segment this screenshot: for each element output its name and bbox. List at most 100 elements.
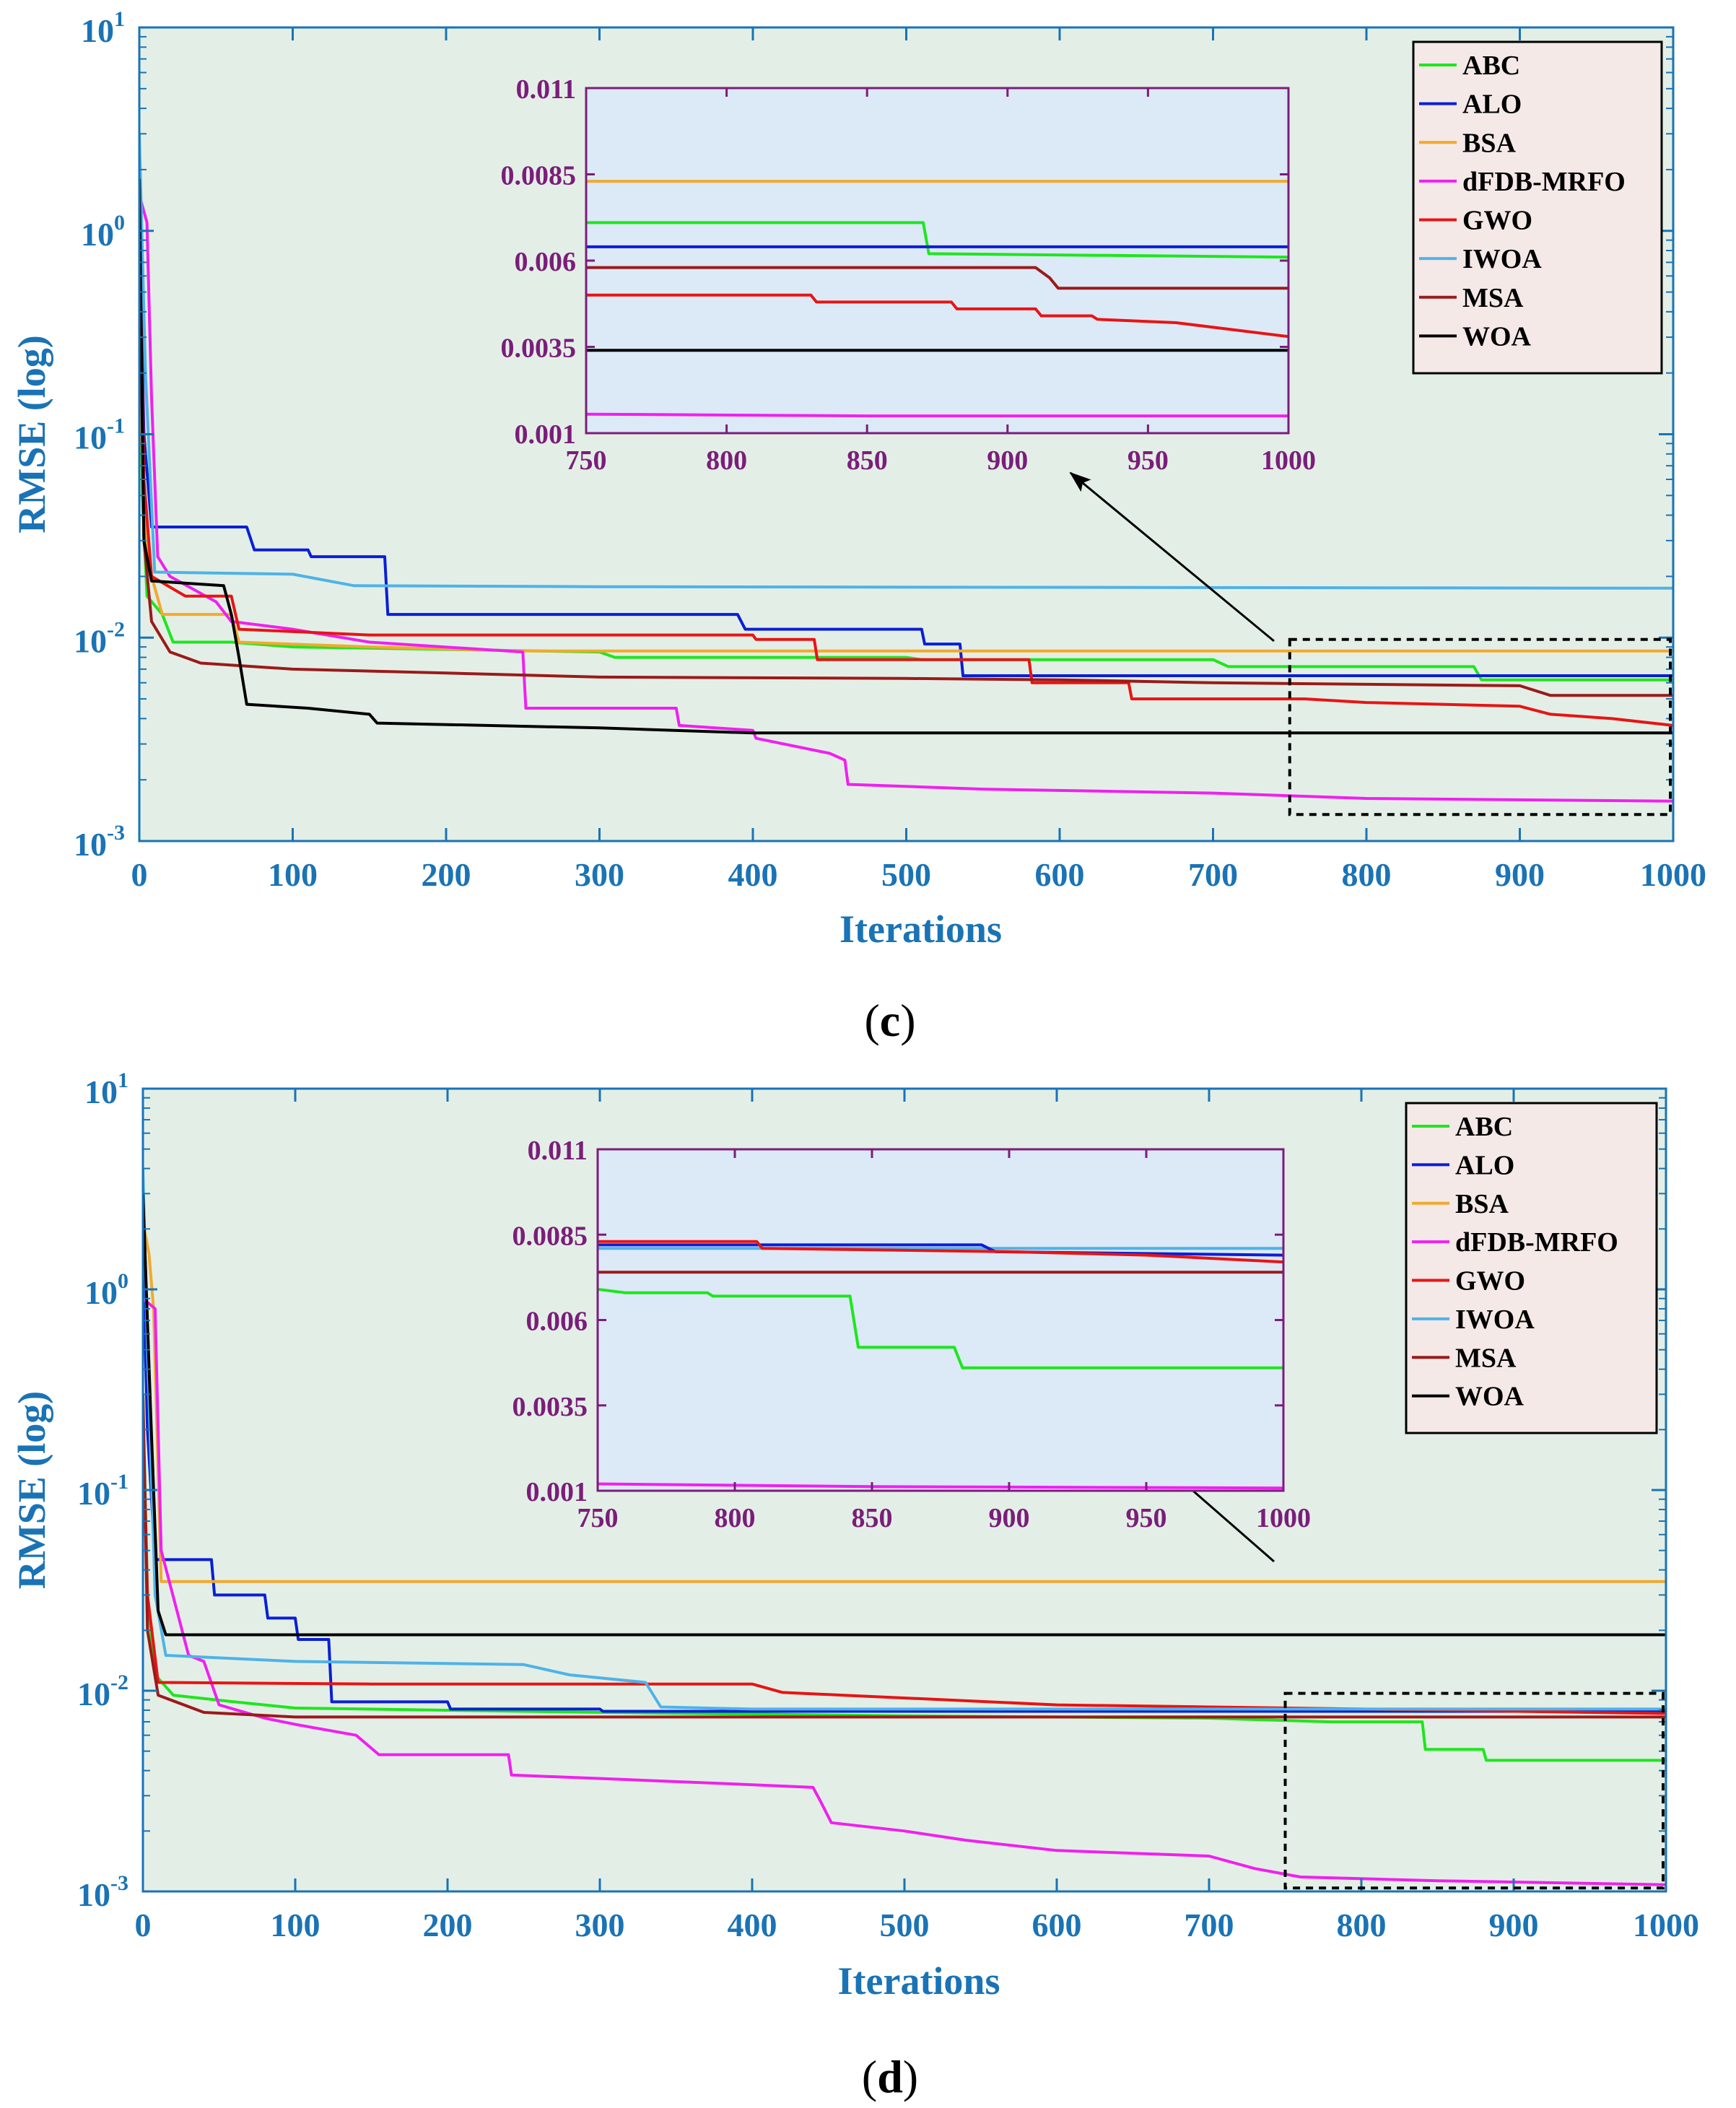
series-group bbox=[139, 134, 1673, 803]
inset-y-tick-label: 0.011 bbox=[528, 1136, 588, 1166]
y-tick-base: 10 bbox=[81, 216, 114, 253]
inset-y-tick-label: 0.006 bbox=[515, 247, 577, 277]
x-tick-label: 600 bbox=[1035, 856, 1085, 893]
inset-series-line-dfdb-mrfo bbox=[586, 412, 1288, 418]
caption-open: ( bbox=[864, 995, 879, 1046]
caption-letter: d bbox=[877, 2051, 903, 2102]
caption-open: ( bbox=[862, 2051, 877, 2102]
caption-close: ) bbox=[900, 995, 915, 1046]
y-tick-label: 10-3 bbox=[77, 1871, 128, 1913]
y-tick-exponent: -3 bbox=[110, 1871, 128, 1895]
y-tick-base: 10 bbox=[74, 622, 107, 659]
inset-chart: 750 800 850 900 950 1000 0.001 0.0035 0.006 0.008… bbox=[501, 74, 1317, 476]
panel-d: 0 100 200 300 400 500 600 700 800 900 100010-310-2… bbox=[10, 1068, 1699, 2102]
legend-label-iwoa: IWOA bbox=[1455, 1305, 1535, 1335]
panel-caption: (c) bbox=[864, 995, 915, 1046]
inset-series-line-abc bbox=[586, 221, 1288, 259]
legend-label-alo: ALO bbox=[1462, 90, 1522, 120]
y-tick-base: 10 bbox=[84, 1073, 118, 1110]
x-tick-label: 500 bbox=[881, 856, 931, 893]
inset-x-tick-label: 900 bbox=[989, 1503, 1030, 1533]
inset-series-line-alo bbox=[598, 1243, 1283, 1257]
legend-label-bsa: BSA bbox=[1455, 1189, 1509, 1219]
inset-y-tick-label: 0.0085 bbox=[512, 1221, 588, 1251]
x-axis-label: Iterations bbox=[838, 1959, 1000, 2003]
inset-y-tick-label: 0.0035 bbox=[501, 334, 577, 364]
legend-box bbox=[1412, 40, 1663, 375]
y-tick-exponent: -1 bbox=[107, 414, 125, 438]
caption-close: ) bbox=[903, 2051, 918, 2102]
caption-letter: c bbox=[880, 995, 900, 1046]
inset-x-tick-label: 950 bbox=[1126, 1503, 1167, 1533]
y-tick-label: 10-1 bbox=[74, 414, 125, 456]
x-tick-label: 800 bbox=[1337, 1907, 1387, 1943]
inset-x-tick-label: 950 bbox=[1127, 445, 1169, 476]
x-tick-label: 1000 bbox=[1633, 1907, 1699, 1943]
legend-label-msa: MSA bbox=[1455, 1343, 1517, 1373]
series-line-alo bbox=[143, 1253, 1666, 1713]
x-tick-label: 600 bbox=[1032, 1907, 1082, 1943]
x-tick-label: 0 bbox=[131, 856, 148, 893]
panel-c: 0 100 200 300 400 500 600 700 800 900 100010-310-2… bbox=[10, 7, 1706, 1046]
y-tick-exponent: 0 bbox=[114, 211, 125, 235]
inset-y-tick-label: 0.001 bbox=[526, 1477, 588, 1507]
x-tick-label: 700 bbox=[1185, 1907, 1234, 1943]
x-tick-label: 0 bbox=[135, 1907, 152, 1943]
y-tick-label: 100 bbox=[81, 211, 125, 253]
inset-x-tick-label: 850 bbox=[852, 1503, 893, 1533]
inset-y-tick-label: 0.0085 bbox=[501, 161, 577, 191]
inset-series-group bbox=[598, 1240, 1283, 1490]
y-tick-base: 10 bbox=[81, 12, 114, 49]
legend-label-dfdb-mrfo: dFDB-MRFO bbox=[1462, 167, 1626, 197]
zoom-region-box bbox=[1283, 1691, 1665, 1890]
series-line-msa bbox=[143, 1394, 1666, 1719]
legend-label-gwo: GWO bbox=[1462, 206, 1532, 236]
x-tick-label: 400 bbox=[728, 856, 778, 893]
x-tick-label: 900 bbox=[1495, 856, 1545, 893]
legend-label-iwoa: IWOA bbox=[1462, 244, 1542, 274]
legend-box bbox=[1405, 1102, 1658, 1434]
inset-y-tick-label: 0.001 bbox=[515, 419, 577, 450]
legend-label-abc: ABC bbox=[1455, 1112, 1513, 1142]
y-tick-base: 10 bbox=[74, 419, 107, 456]
inset-series-group bbox=[586, 180, 1288, 418]
inset-series-line-abc bbox=[598, 1287, 1283, 1369]
y-tick-exponent: -3 bbox=[107, 821, 125, 845]
series-line-dfdb-mrfo bbox=[139, 194, 1673, 803]
x-tick-label: 200 bbox=[422, 856, 471, 893]
series-line-gwo bbox=[139, 207, 1673, 727]
inset-chart: 750 800 850 900 950 1000 0.001 0.0035 0.006 0.008… bbox=[512, 1136, 1312, 1533]
zoom-region-box bbox=[1288, 637, 1672, 816]
legend-label-abc: ABC bbox=[1462, 51, 1520, 81]
inset-x-tick-label: 1000 bbox=[1261, 445, 1316, 476]
y-axis-label: RMSE (log) bbox=[10, 335, 53, 533]
x-tick-label: 100 bbox=[271, 1907, 320, 1943]
series-line-abc bbox=[139, 292, 1673, 681]
inset-x-tick-label: 1000 bbox=[1256, 1503, 1311, 1533]
legend: ABC ALO BSA dFDB-MRFO GWO IWOA MSA WOA bbox=[1405, 1102, 1658, 1434]
y-tick-base: 10 bbox=[74, 826, 107, 863]
y-tick-label: 10-3 bbox=[74, 821, 125, 863]
y-tick-exponent: -2 bbox=[107, 617, 125, 641]
legend-label-gwo: GWO bbox=[1455, 1266, 1525, 1297]
inset-series-line-msa bbox=[586, 266, 1288, 290]
zoom-arrow bbox=[1069, 471, 1275, 643]
x-tick-label: 300 bbox=[575, 856, 624, 893]
x-tick-label: 400 bbox=[728, 1907, 777, 1943]
legend-label-alo: ALO bbox=[1455, 1150, 1514, 1180]
inset-background bbox=[598, 1149, 1283, 1491]
y-tick-label: 10-1 bbox=[77, 1470, 128, 1512]
inset-x-tick-label: 800 bbox=[706, 445, 747, 476]
x-tick-label: 1000 bbox=[1640, 856, 1706, 893]
y-tick-label: 10-2 bbox=[74, 617, 125, 659]
inset-y-tick-label: 0.011 bbox=[516, 74, 576, 105]
inset-series-line-gwo bbox=[598, 1240, 1283, 1264]
inset-y-tick-label: 0.006 bbox=[526, 1307, 588, 1337]
x-tick-label: 800 bbox=[1342, 856, 1392, 893]
inset-series-line-gwo bbox=[586, 293, 1288, 339]
y-tick-exponent: 1 bbox=[114, 7, 125, 31]
y-tick-base: 10 bbox=[77, 1876, 110, 1913]
y-tick-exponent: -2 bbox=[110, 1671, 128, 1694]
series-line-woa bbox=[143, 1193, 1666, 1637]
